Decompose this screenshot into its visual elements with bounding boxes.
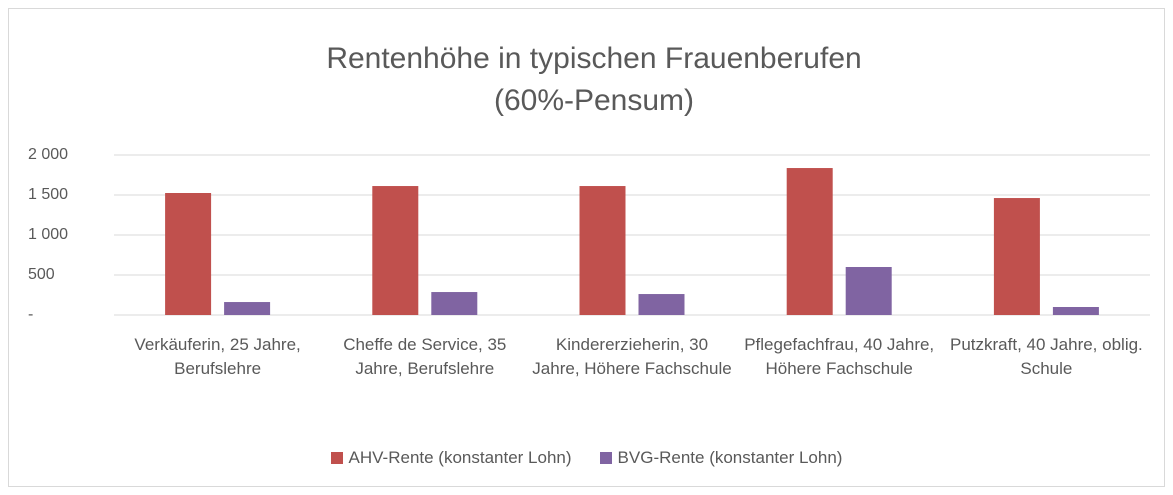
y-tick-label: - xyxy=(28,306,33,323)
legend-item: AHV-Rente (konstanter Lohn) xyxy=(330,448,572,468)
y-tick-label: 1 500 xyxy=(28,186,68,203)
chart-title: (60%-Pensum) xyxy=(494,84,694,117)
bar xyxy=(993,198,1040,315)
x-tick-label: Cheffe de Service, 35 Jahre, Berufslehre xyxy=(343,335,507,378)
bar xyxy=(845,267,892,315)
legend-label: AHV-Rente (konstanter Lohn) xyxy=(348,448,572,467)
legend-swatch xyxy=(330,452,343,464)
bar xyxy=(224,302,271,315)
y-tick-label: 2 000 xyxy=(28,146,68,163)
x-tick-label: Kindererzieherin, 30 Jahre, Höhere Fachs… xyxy=(532,335,732,378)
bar xyxy=(372,186,419,315)
x-tick-label: Putzkraft, 40 Jahre, oblig. Schule xyxy=(950,335,1143,378)
bar xyxy=(165,193,212,315)
bar xyxy=(431,292,478,315)
bar xyxy=(638,294,685,315)
bar xyxy=(579,186,626,315)
y-tick-label: 500 xyxy=(28,266,55,283)
x-tick-label: Pflegefachfrau, 40 Jahre, Höhere Fachsch… xyxy=(744,335,935,378)
x-tick-label: Verkäuferin, 25 Jahre, Berufslehre xyxy=(134,335,301,378)
chart-title: Rentenhöhe in typischen Frauenberufen xyxy=(326,42,861,75)
legend-label: BVG-Rente (konstanter Lohn) xyxy=(617,448,843,467)
legend-item: BVG-Rente (konstanter Lohn) xyxy=(599,448,843,468)
bar xyxy=(786,168,833,315)
bar xyxy=(1052,307,1099,315)
legend-swatch xyxy=(599,452,612,464)
legend: AHV-Rente (konstanter Lohn) BVG-Rente (ko… xyxy=(0,448,1173,468)
y-tick-label: 1 000 xyxy=(28,226,68,243)
